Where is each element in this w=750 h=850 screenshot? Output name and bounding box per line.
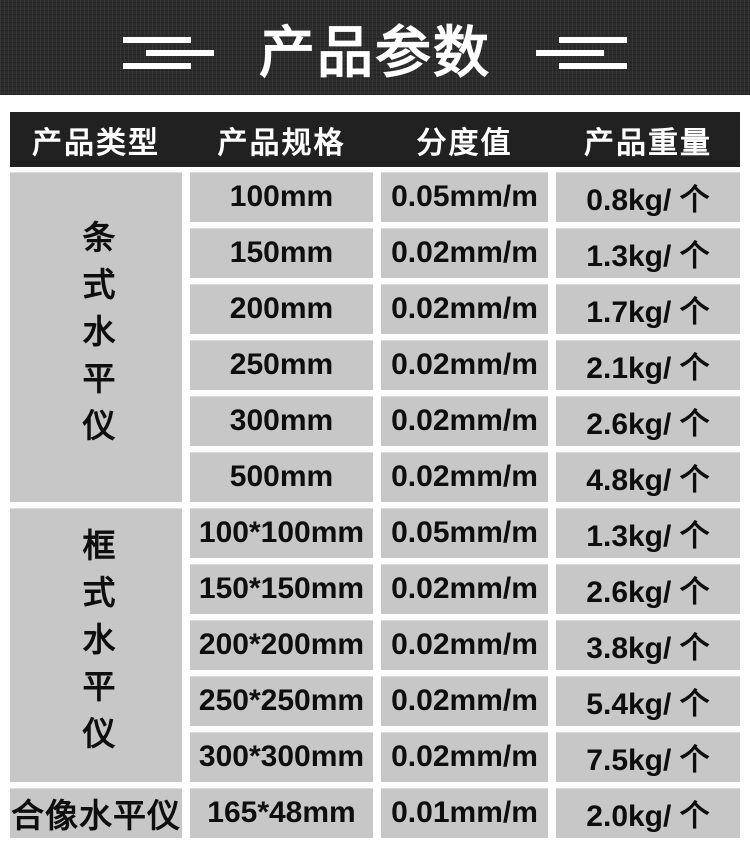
spec-cell: 300*300mm xyxy=(190,732,373,782)
spec-cell: 300mm xyxy=(190,396,373,446)
weight-cell: 1.3kg/ 个 xyxy=(556,508,740,558)
weight-cell: 1.7kg/ 个 xyxy=(556,284,740,334)
weight-cell: 2.0kg/ 个 xyxy=(556,788,740,838)
type-cell-coincidence-level: 合像水平仪 xyxy=(10,788,182,838)
col-header-product-type: 产品类型 xyxy=(32,126,160,160)
division-cell: 0.02mm/m xyxy=(381,284,548,334)
table-header-row: 产品类型 产品规格 分度值 产品重量 xyxy=(10,112,740,167)
division-cell: 0.02mm/m xyxy=(381,452,548,502)
spec-cell: 500mm xyxy=(190,452,373,502)
weight-cell: 0.8kg/ 个 xyxy=(556,172,740,222)
weight-cell: 1.3kg/ 个 xyxy=(556,228,740,278)
weight-cell: 3.8kg/ 个 xyxy=(556,620,740,670)
spec-cell: 250*250mm xyxy=(190,676,373,726)
col-header-product-spec: 产品规格 xyxy=(217,126,346,160)
weight-cell: 7.5kg/ 个 xyxy=(556,732,740,782)
spec-cell: 100mm xyxy=(190,172,373,222)
table-body: 条式水平仪 100mm 0.05mm/m 0.8kg/ 个 150mm 0.02… xyxy=(10,172,740,838)
spec-cell: 250mm xyxy=(190,340,373,390)
division-cell: 0.02mm/m xyxy=(381,620,548,670)
type-cell-frame-level: 框式水平仪 xyxy=(10,508,182,782)
weight-cell: 2.6kg/ 个 xyxy=(556,396,740,446)
division-cell: 0.02mm/m xyxy=(381,396,548,446)
spec-cell: 150mm xyxy=(190,228,373,278)
division-cell: 0.02mm/m xyxy=(381,228,548,278)
spec-cell: 150*150mm xyxy=(190,564,373,614)
triple-lines-right-icon xyxy=(535,36,627,69)
spec-cell: 200mm xyxy=(190,284,373,334)
col-header-product-weight: 产品重量 xyxy=(584,126,712,160)
col-header-division-value: 分度值 xyxy=(416,126,513,160)
triple-lines-left-icon xyxy=(123,36,215,69)
weight-cell: 2.1kg/ 个 xyxy=(556,340,740,390)
weight-cell: 4.8kg/ 个 xyxy=(556,452,740,502)
division-cell: 0.01mm/m xyxy=(381,788,548,838)
spec-table: 产品类型 产品规格 分度值 产品重量 条式水平仪 100mm 0.05mm/m … xyxy=(10,112,740,838)
page-title: 产品参数 xyxy=(259,20,491,84)
division-cell: 0.05mm/m xyxy=(381,508,548,558)
spec-cell: 200*200mm xyxy=(190,620,373,670)
division-cell: 0.02mm/m xyxy=(381,732,548,782)
banner: 产品参数 xyxy=(0,0,750,95)
division-cell: 0.02mm/m xyxy=(381,676,548,726)
weight-cell: 2.6kg/ 个 xyxy=(556,564,740,614)
division-cell: 0.02mm/m xyxy=(381,564,548,614)
spec-cell: 100*100mm xyxy=(190,508,373,558)
type-cell-bar-level: 条式水平仪 xyxy=(10,172,182,502)
division-cell: 0.02mm/m xyxy=(381,340,548,390)
weight-cell: 5.4kg/ 个 xyxy=(556,676,740,726)
division-cell: 0.05mm/m xyxy=(381,172,548,222)
spec-cell: 165*48mm xyxy=(190,788,373,838)
